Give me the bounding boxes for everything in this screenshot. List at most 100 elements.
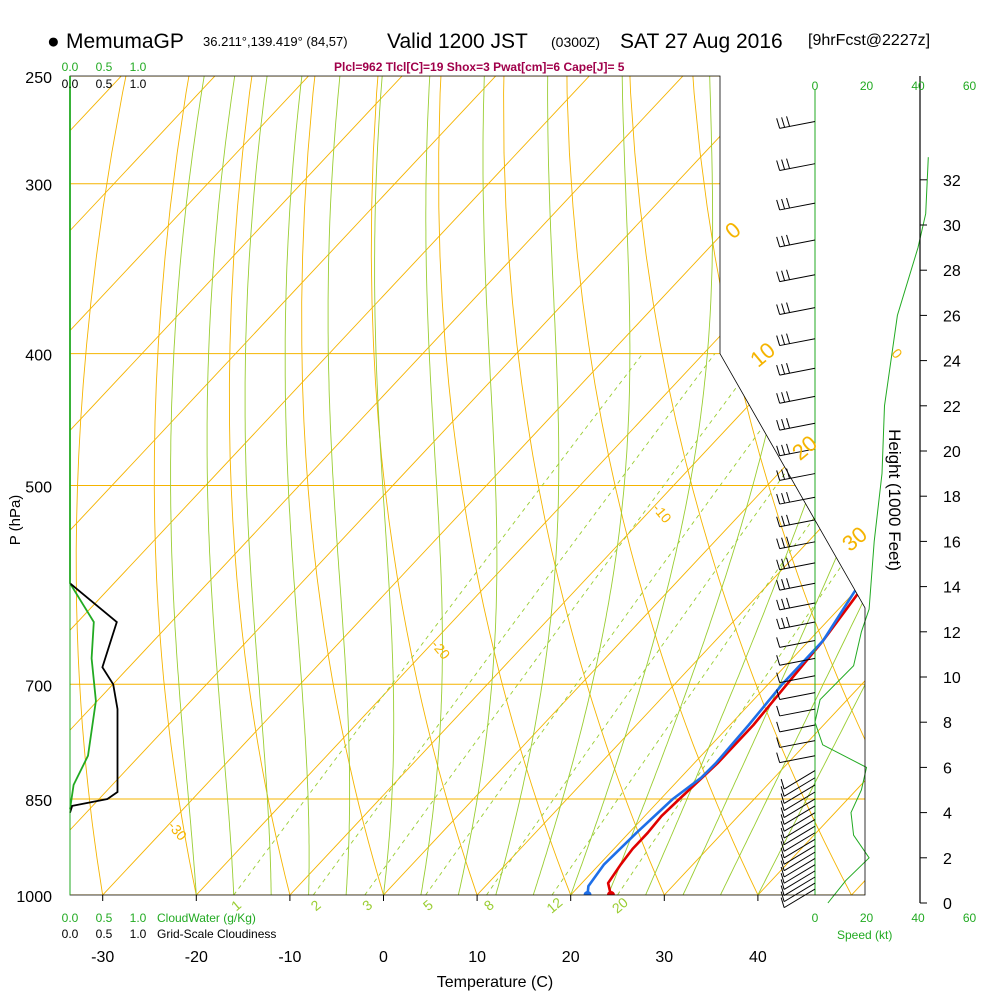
height-tick-label: 0 xyxy=(943,896,952,913)
wind-barb-flag xyxy=(780,834,785,845)
wind-barb-flag xyxy=(780,879,785,890)
cloudiness-scale-top: 0.0 xyxy=(62,77,79,91)
wind-speed-tick-bottom: 60 xyxy=(963,911,977,925)
wind-speed-line xyxy=(814,157,929,904)
isotherm-line xyxy=(0,0,58,895)
height-tick-label: 10 xyxy=(943,670,961,687)
cloudwater-scale-bottom: 0.5 xyxy=(96,911,113,925)
wind-barb-flag xyxy=(776,752,781,763)
height-tick-label: 4 xyxy=(943,806,952,823)
cloud-side-panel xyxy=(69,76,119,813)
isotherm-line xyxy=(70,76,152,895)
cloudwater-line xyxy=(69,76,97,810)
dry-adiabat-label: 0 xyxy=(720,217,745,244)
wind-barb-flag xyxy=(776,655,781,666)
mixing-ratio-label: 12 xyxy=(543,894,565,916)
wind-barb xyxy=(776,752,816,764)
cloudiness-scale-bottom: 0.0 xyxy=(62,927,79,941)
wind-barb-staff xyxy=(783,838,816,859)
wind-barb xyxy=(780,882,816,903)
moist-adiabat-line xyxy=(457,76,498,895)
wind-barb-flag xyxy=(786,443,791,455)
height-tick-label: 6 xyxy=(943,760,952,777)
wind-barb xyxy=(776,443,816,457)
mixing-ratio-line xyxy=(617,353,865,895)
cloudwater-scale-bottom: 1.0 xyxy=(130,911,147,925)
dry-adiabat-line xyxy=(70,76,75,895)
isotherm-line xyxy=(663,76,865,895)
wind-barb-flag xyxy=(781,334,786,345)
wind-barb-flag xyxy=(776,538,781,549)
moist-adiabat-line xyxy=(720,76,865,895)
wind-barb-flag xyxy=(776,118,781,129)
wind-barb-staff xyxy=(783,888,816,909)
wind-barb xyxy=(780,851,816,872)
wind-barb xyxy=(776,637,816,648)
moist-adiabat-line xyxy=(374,76,397,895)
mixing-ratio-line xyxy=(233,353,643,895)
wind-barb xyxy=(776,705,816,717)
wind-barb xyxy=(780,784,816,804)
wind-barb-flag xyxy=(786,197,791,209)
wind-barb-staff xyxy=(779,640,816,648)
wind-barb-staff xyxy=(779,740,816,748)
isotherm-line xyxy=(70,76,807,895)
wind-barb-flag xyxy=(776,737,781,748)
wind-barb-flag xyxy=(776,304,781,315)
pressure-tick-label: 1000 xyxy=(16,889,52,906)
wind-barb-staff xyxy=(779,541,816,550)
wind-barb xyxy=(780,870,816,890)
temperature-axis-label: Temperature (C) xyxy=(437,974,553,991)
wind-barb xyxy=(780,819,816,839)
temperature-tick-label: 40 xyxy=(749,949,767,966)
dry-adiabat-line xyxy=(503,76,678,895)
wind-barb xyxy=(776,514,816,528)
wind-barb-staff xyxy=(783,805,816,825)
height-tick-label: 2 xyxy=(943,851,952,868)
mixing-ratio-label: 8 xyxy=(481,896,497,913)
cloudiness-scale-bottom: 0.5 xyxy=(96,927,113,941)
wind-barb-flag xyxy=(786,616,791,628)
cloudwater-scale-top: 0.0 xyxy=(62,60,79,74)
height-tick-label: 20 xyxy=(943,444,961,461)
wind-barb-flag xyxy=(781,117,786,128)
wind-barb xyxy=(780,858,816,878)
wind-barb-staff xyxy=(779,422,816,431)
wind-barb-flag xyxy=(786,557,791,568)
dry-adiabat-line xyxy=(566,76,773,895)
valid-time: Valid 1200 JST xyxy=(387,30,528,53)
wind-barb-flag xyxy=(780,807,785,818)
cloudiness-label: Grid-Scale Cloudiness xyxy=(157,927,276,941)
wind-speed-label: Speed (kt) xyxy=(837,928,892,942)
wind-barb-flag xyxy=(780,821,785,832)
dry-adiabat-label: 10 xyxy=(745,337,780,372)
wind-barb-staff xyxy=(783,845,816,865)
isotherm-line xyxy=(70,76,339,895)
dry-adiabat-line xyxy=(438,76,583,895)
dry-adiabat-line xyxy=(301,76,393,895)
wind-barb-flag xyxy=(776,579,781,591)
wind-barb-flag xyxy=(781,303,786,314)
wind-barb xyxy=(776,536,816,550)
wind-barb-staff xyxy=(779,675,816,684)
height-tick-label: 26 xyxy=(943,308,961,325)
wind-barb-flag xyxy=(786,234,791,246)
height-tick-label: 24 xyxy=(943,354,961,371)
wind-barb xyxy=(776,391,816,404)
isotherm-line xyxy=(851,76,865,895)
wind-barb xyxy=(780,864,816,884)
wind-barb-flag xyxy=(776,199,781,211)
wind-barb-flag xyxy=(776,618,781,630)
wind-barb-flag xyxy=(776,470,781,481)
wind-barb-staff xyxy=(783,882,816,903)
temperature-tick-label: 0 xyxy=(379,949,388,966)
temperature-tick-label: 10 xyxy=(468,949,486,966)
wind-barb-flag xyxy=(781,515,786,526)
wind-barb-flag xyxy=(786,536,791,547)
wind-barb-flag xyxy=(780,866,785,878)
wind-barb-flag xyxy=(781,598,786,610)
wind-barb-staff xyxy=(783,770,816,790)
moist-adiabat-line xyxy=(495,76,560,895)
isotherm-line xyxy=(289,76,865,895)
